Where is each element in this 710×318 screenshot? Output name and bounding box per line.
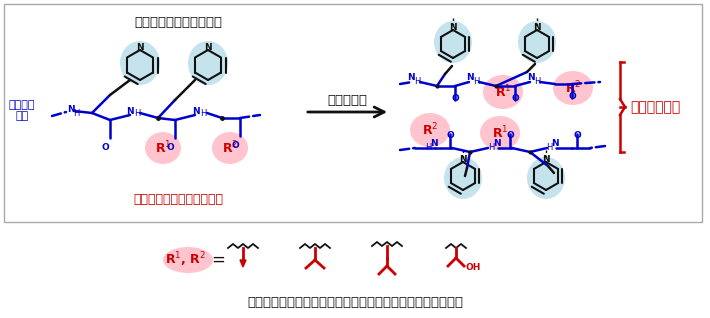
Text: N: N bbox=[192, 107, 200, 115]
Text: N: N bbox=[449, 24, 457, 32]
Text: O: O bbox=[511, 94, 519, 103]
Text: O: O bbox=[231, 141, 239, 150]
Text: N: N bbox=[528, 73, 535, 82]
Ellipse shape bbox=[145, 132, 181, 164]
Text: H: H bbox=[133, 109, 140, 119]
Text: 主鎖: 主鎖 bbox=[16, 111, 28, 121]
Ellipse shape bbox=[120, 41, 160, 85]
Text: O: O bbox=[568, 92, 576, 101]
Ellipse shape bbox=[480, 116, 520, 150]
Ellipse shape bbox=[212, 132, 248, 164]
Text: N: N bbox=[459, 156, 466, 164]
Text: OH: OH bbox=[466, 262, 481, 272]
Text: R$^1$: R$^1$ bbox=[492, 125, 508, 141]
Ellipse shape bbox=[444, 157, 482, 199]
Ellipse shape bbox=[188, 41, 228, 85]
Text: ペプチド: ペプチド bbox=[9, 100, 36, 110]
Text: O: O bbox=[101, 143, 109, 152]
Text: R$^1$: R$^1$ bbox=[155, 140, 171, 156]
Ellipse shape bbox=[483, 75, 523, 109]
Text: N: N bbox=[533, 24, 541, 32]
Text: N: N bbox=[408, 73, 415, 82]
Text: N: N bbox=[126, 107, 133, 115]
Ellipse shape bbox=[518, 21, 556, 63]
Text: H: H bbox=[200, 109, 206, 119]
Ellipse shape bbox=[434, 21, 472, 63]
Polygon shape bbox=[240, 260, 246, 267]
Text: R$^2$: R$^2$ bbox=[422, 122, 438, 138]
Text: 金属イオン: 金属イオン bbox=[327, 93, 367, 107]
Text: R$^1$: R$^1$ bbox=[495, 84, 511, 100]
Text: H: H bbox=[425, 142, 431, 151]
Text: O: O bbox=[573, 131, 581, 140]
Text: O: O bbox=[446, 131, 454, 140]
Text: N: N bbox=[204, 44, 212, 52]
Text: H: H bbox=[534, 77, 540, 86]
Text: R$^2$: R$^2$ bbox=[565, 80, 581, 96]
Text: N: N bbox=[430, 140, 438, 149]
Text: O: O bbox=[166, 143, 174, 152]
Ellipse shape bbox=[553, 71, 593, 105]
Text: 金属イオンと結合する側: 金属イオンと結合する側 bbox=[134, 16, 222, 29]
Text: H: H bbox=[414, 77, 420, 86]
Text: R$^2$: R$^2$ bbox=[222, 140, 238, 156]
Text: N: N bbox=[542, 156, 550, 164]
Text: 立体ジッパーを形成する側: 立体ジッパーを形成する側 bbox=[133, 193, 223, 206]
Ellipse shape bbox=[410, 113, 450, 147]
Text: H: H bbox=[546, 142, 552, 151]
Text: N: N bbox=[67, 106, 75, 114]
Text: N: N bbox=[136, 44, 144, 52]
Text: O: O bbox=[506, 131, 514, 140]
Text: N: N bbox=[466, 73, 474, 82]
Text: H: H bbox=[473, 77, 479, 86]
Text: =: = bbox=[211, 251, 225, 269]
Text: N: N bbox=[493, 140, 501, 149]
Text: H: H bbox=[488, 142, 494, 151]
Text: さまざまなアミノ酸側鎖を導入し、立体ジッパー構造を比較: さまざまなアミノ酸側鎖を導入し、立体ジッパー構造を比較 bbox=[247, 296, 463, 309]
Text: R$^1$, R$^2$: R$^1$, R$^2$ bbox=[165, 251, 207, 269]
FancyBboxPatch shape bbox=[4, 4, 702, 222]
Text: N: N bbox=[551, 140, 559, 149]
Ellipse shape bbox=[163, 247, 213, 273]
Text: O: O bbox=[451, 94, 459, 103]
Text: 立体ジッパー: 立体ジッパー bbox=[630, 100, 680, 114]
Ellipse shape bbox=[527, 157, 565, 199]
Text: H: H bbox=[73, 108, 80, 117]
